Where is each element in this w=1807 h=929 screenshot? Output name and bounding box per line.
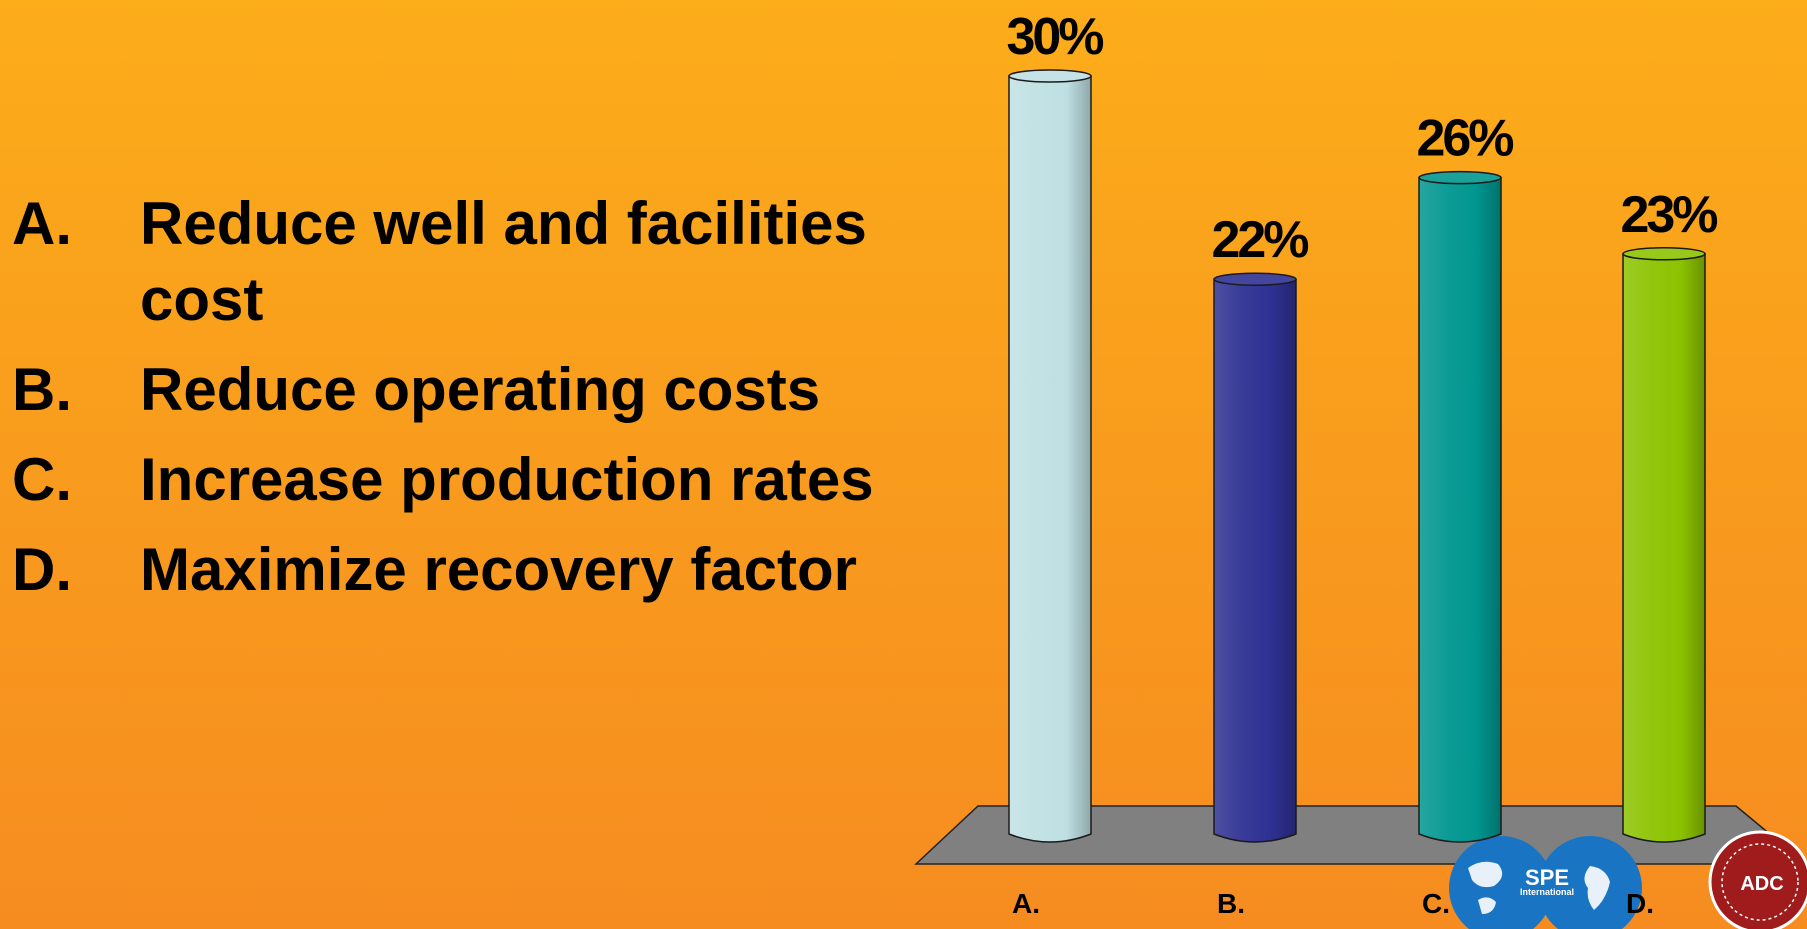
bar-c xyxy=(1418,176,1502,843)
category-label: D. xyxy=(1626,888,1654,919)
option-text: Reduce well and facilities cost xyxy=(140,186,942,338)
category-label: C. xyxy=(1422,888,1450,919)
spe-continents-left xyxy=(1468,861,1503,914)
category-label: A. xyxy=(1012,888,1040,919)
adc-logo: ADC xyxy=(1708,830,1807,929)
spe-globe-left-icon xyxy=(1449,836,1553,929)
chart-data-labels: 30% 22% 26% 23% xyxy=(1006,8,1720,269)
spe-logo-text: SPE xyxy=(1525,865,1569,890)
chart-category-labels: A. B. C. D. xyxy=(1012,888,1654,919)
spe-logo-band xyxy=(1512,862,1582,896)
option-text-line: cost xyxy=(140,266,264,333)
category-label: B. xyxy=(1217,888,1245,919)
bar-b xyxy=(1213,278,1297,843)
option-a: A. Reduce well and facilities cost xyxy=(12,186,942,338)
option-letter: A. xyxy=(12,190,72,257)
bar-cap xyxy=(1418,170,1502,185)
bar-a xyxy=(1008,75,1092,843)
option-text: Increase production rates xyxy=(140,446,874,513)
option-text: Reduce operating costs xyxy=(140,356,821,423)
adc-logo-text: ADC xyxy=(1740,873,1783,895)
bar-data-label: 22% xyxy=(1211,211,1308,269)
bar-cap xyxy=(1622,247,1706,261)
option-letter: D. xyxy=(12,536,72,603)
option-letter: B. xyxy=(12,356,72,423)
bar-cap xyxy=(1213,272,1297,286)
option-text-line: Reduce well and facilities xyxy=(140,190,867,257)
bar-data-label: 26% xyxy=(1416,110,1513,168)
spe-continents-right xyxy=(1584,866,1610,910)
option-c: C. Increase production rates xyxy=(12,442,942,518)
bar-d xyxy=(1622,253,1706,843)
bar-data-label: 30% xyxy=(1006,8,1103,66)
adc-seal-icon xyxy=(1708,830,1807,929)
bar-cap xyxy=(1008,69,1092,83)
bar-data-label: 23% xyxy=(1620,186,1717,244)
adc-seal-ring xyxy=(1721,843,1799,921)
option-letter: C. xyxy=(12,446,72,513)
chart-bars xyxy=(1008,69,1706,843)
option-d: D. Maximize recovery factor xyxy=(12,532,942,608)
spe-logo-subtitle: International xyxy=(1520,887,1574,897)
spe-logo: SPE International xyxy=(1449,836,1642,929)
answer-options: A. Reduce well and facilities cost B. Re… xyxy=(12,186,942,622)
option-b: B. Reduce operating costs xyxy=(12,352,942,428)
option-text: Maximize recovery factor xyxy=(140,536,858,603)
